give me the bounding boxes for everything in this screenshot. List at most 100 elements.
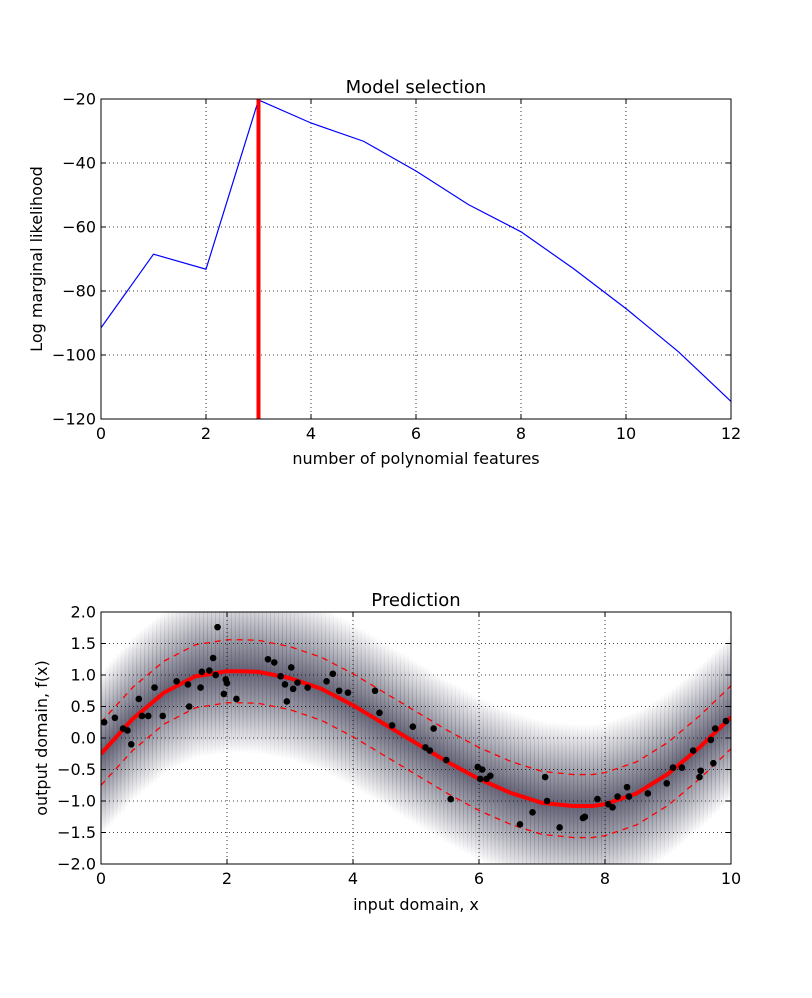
uncertainty-shade bbox=[250, 612, 256, 754]
uncertainty-shade bbox=[286, 612, 291, 760]
data-point bbox=[214, 623, 221, 631]
plot-area bbox=[101, 99, 731, 419]
uncertainty-shade bbox=[530, 717, 535, 864]
data-point bbox=[516, 821, 524, 828]
data-point bbox=[623, 783, 631, 791]
uncertainty-shade bbox=[569, 723, 575, 864]
uncertainty-shade bbox=[207, 612, 212, 756]
data-point bbox=[111, 714, 119, 722]
uncertainty-shade bbox=[542, 721, 547, 864]
uncertainty-shade bbox=[219, 612, 224, 755]
data-point bbox=[594, 795, 601, 803]
data-point bbox=[151, 684, 158, 691]
uncertainty-shade bbox=[242, 612, 248, 754]
data-point bbox=[329, 670, 337, 678]
uncertainty-shade bbox=[234, 612, 240, 754]
data-point bbox=[144, 712, 152, 720]
uncertainty-shade bbox=[175, 612, 181, 768]
data-point bbox=[206, 667, 213, 674]
x-tick-label: 6 bbox=[474, 869, 484, 888]
ticks: 0 2 4 6 8 10 −2.0 −1.5 −1.0 −0.5 0.0 0.5 1.0 1.5 2.0 bbox=[57, 603, 741, 889]
uncertainty-shade bbox=[309, 612, 315, 768]
data-point bbox=[722, 717, 730, 725]
data-point bbox=[159, 712, 167, 720]
y-tick-label: 0.0 bbox=[71, 729, 96, 748]
data-point bbox=[281, 681, 289, 688]
uncertainty-shade bbox=[167, 612, 173, 772]
uncertainty-shade bbox=[585, 724, 590, 864]
uncertainty-shade bbox=[545, 721, 551, 864]
data-point bbox=[707, 736, 715, 744]
data-point bbox=[371, 687, 379, 695]
uncertainty-shade bbox=[211, 612, 216, 756]
uncertainty-shade bbox=[612, 718, 618, 864]
uncertainty-shade bbox=[203, 612, 208, 757]
uncertainty-shade bbox=[518, 714, 523, 864]
data-point bbox=[289, 685, 297, 693]
x-tick-label: 4 bbox=[348, 869, 358, 888]
y-tick-label: −2.0 bbox=[57, 855, 96, 874]
uncertainty-shade bbox=[262, 612, 267, 755]
upper-confidence-line bbox=[101, 639, 731, 776]
uncertainty-shade bbox=[636, 710, 642, 864]
data-point bbox=[135, 695, 143, 703]
data-point bbox=[283, 698, 291, 705]
data-point bbox=[287, 664, 295, 671]
uncertainty-shade bbox=[632, 712, 638, 864]
grid bbox=[101, 99, 731, 419]
data-point bbox=[197, 684, 204, 691]
uncertainty-shade bbox=[494, 704, 500, 864]
data-point bbox=[430, 725, 437, 732]
uncertainty-shade bbox=[522, 715, 527, 864]
y-tick-label: −0.5 bbox=[57, 760, 96, 779]
uncertainty-shade bbox=[526, 716, 531, 864]
uncertainty-shade bbox=[171, 612, 177, 770]
data-point bbox=[270, 659, 278, 666]
data-point bbox=[609, 804, 616, 811]
data-point bbox=[127, 741, 135, 748]
chart-title: Prediction bbox=[371, 590, 460, 611]
data-point bbox=[476, 775, 484, 783]
data-point bbox=[689, 747, 697, 754]
uncertainty-shade bbox=[183, 612, 189, 764]
x-tick-label: 10 bbox=[721, 869, 741, 888]
uncertainty-shade bbox=[301, 612, 307, 765]
data-point bbox=[184, 681, 192, 688]
uncertainty-shade bbox=[317, 612, 323, 771]
model-selection-chart: 0 2 4 6 8 10 12 −120 −100 −80 −60 −40 −20 Model sele… bbox=[27, 77, 741, 468]
data-point bbox=[447, 795, 454, 803]
x-tick-label: 8 bbox=[516, 424, 526, 443]
y-tick-label: 0.5 bbox=[71, 697, 96, 716]
data-point bbox=[711, 725, 719, 732]
data-point bbox=[124, 727, 131, 734]
uncertainty-shade bbox=[266, 612, 271, 756]
uncertainty-shade bbox=[577, 724, 582, 864]
uncertainty-shade bbox=[616, 717, 622, 864]
data-point bbox=[185, 703, 193, 710]
uncertainty-shade bbox=[293, 612, 299, 763]
prediction-chart: 0 2 4 6 8 10 −2.0 −1.5 −1.0 −0.5 0.0 0.5 1.0 1.5 2.0 P… bbox=[32, 590, 741, 914]
uncertainty-shade bbox=[597, 723, 602, 864]
data-point bbox=[323, 678, 330, 685]
data-point bbox=[625, 793, 633, 800]
uncertainty-shade bbox=[274, 612, 279, 758]
uncertainty-shade bbox=[498, 706, 504, 864]
data-point bbox=[233, 695, 240, 703]
x-axis-label: input domain, x bbox=[353, 895, 479, 914]
data-point bbox=[173, 678, 180, 685]
data-point bbox=[710, 759, 717, 767]
uncertainty-shade bbox=[601, 722, 606, 864]
uncertainty-shade bbox=[502, 708, 508, 864]
uncertainty-shade bbox=[254, 612, 260, 754]
uncertainty-shade bbox=[246, 612, 252, 754]
uncertainty-shade bbox=[313, 612, 319, 769]
data-point bbox=[304, 684, 311, 691]
uncertainty-shade bbox=[258, 612, 264, 755]
uncertainty-shade bbox=[510, 711, 516, 864]
data-point bbox=[212, 671, 219, 679]
uncertainty-shade bbox=[628, 713, 634, 864]
data-point bbox=[678, 764, 686, 771]
y-tick-label: −80 bbox=[62, 282, 96, 301]
data-point bbox=[264, 655, 272, 663]
